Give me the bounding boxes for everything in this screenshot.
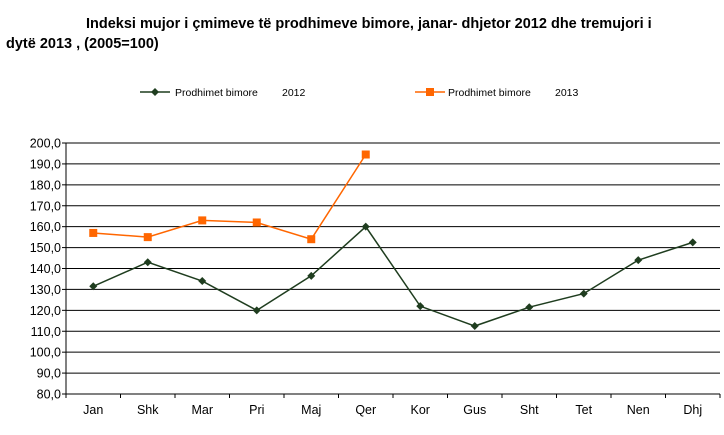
legend: Prodhimet bimore 2012 Prodhimet bimore 2013 xyxy=(140,87,579,99)
x-tick-label: Maj xyxy=(301,403,321,417)
data-point-2013 xyxy=(89,228,98,237)
x-tick-label: Tet xyxy=(575,403,592,417)
x-tick-label: Mar xyxy=(191,403,213,417)
series-2013 xyxy=(89,150,370,244)
y-tick-label: 170,0 xyxy=(30,199,61,213)
data-point-2013 xyxy=(198,216,207,225)
y-tick-label: 200,0 xyxy=(30,137,61,151)
data-point-2013 xyxy=(361,150,370,159)
y-tick-label: 150,0 xyxy=(30,241,61,255)
data-point-2012 xyxy=(470,322,479,331)
legend-label: Prodhimet bimore xyxy=(175,87,258,99)
axes xyxy=(65,143,720,395)
x-tick-label: Kor xyxy=(411,403,430,417)
y-tick-label: 190,0 xyxy=(30,157,61,171)
series-line-2012 xyxy=(92,225,693,327)
x-axis-ticks: Jan Shk Mar Pri Maj Qer Kor Gus Sht Tet Nen Dhj xyxy=(65,394,721,417)
legend-year: 2013 xyxy=(555,87,579,99)
series-2012 xyxy=(89,222,697,331)
data-point-2013 xyxy=(307,235,316,244)
data-point-2012 xyxy=(361,222,370,231)
y-tick-label: 90,0 xyxy=(37,367,61,381)
legend-item-2012: Prodhimet bimore 2012 xyxy=(140,87,306,99)
y-tick-label: 180,0 xyxy=(30,178,61,192)
series-line-2013 xyxy=(93,154,367,241)
y-tick-label: 80,0 xyxy=(37,388,61,402)
chart-title-line2: dytë 2013 , (2005=100) xyxy=(6,36,159,52)
x-tick-label: Dhj xyxy=(683,403,702,417)
chart-title-line1: Indeksi mujor i çmimeve të prodhimeve bi… xyxy=(86,16,652,32)
data-point-2012 xyxy=(252,306,261,315)
x-tick-label: Sht xyxy=(520,403,539,417)
legend-label: Prodhimet bimore xyxy=(448,87,531,99)
data-point-2012 xyxy=(579,289,588,298)
data-point-2012 xyxy=(688,238,697,247)
x-tick-label: Nen xyxy=(627,403,650,417)
series-layer xyxy=(89,150,697,331)
x-tick-label: Jan xyxy=(83,403,103,417)
legend-item-2013: Prodhimet bimore 2013 xyxy=(415,87,579,99)
x-tick-label: Shk xyxy=(137,403,159,417)
x-tick-label: Pri xyxy=(249,403,264,417)
data-point-2012 xyxy=(307,271,316,280)
y-tick-label: 140,0 xyxy=(30,262,61,276)
y-axis-ticks: 200,0 190,0 180,0 170,0 160,0 150,0 140,0 130,0… xyxy=(30,137,66,402)
data-point-2012 xyxy=(143,258,152,267)
data-point-2012 xyxy=(198,277,207,286)
x-tick-label: Qer xyxy=(355,403,376,417)
y-tick-label: 130,0 xyxy=(30,283,61,297)
legend-year: 2012 xyxy=(282,87,306,99)
y-tick-label: 120,0 xyxy=(30,304,61,318)
chart-title: Indeksi mujor i çmimeve të prodhimeve bi… xyxy=(6,14,722,54)
data-point-2012 xyxy=(634,256,643,265)
legend-marker xyxy=(426,88,434,96)
data-point-2013 xyxy=(252,218,261,227)
data-point-2012 xyxy=(525,303,534,312)
data-point-2012 xyxy=(89,282,98,291)
data-point-2013 xyxy=(143,233,152,242)
y-tick-label: 100,0 xyxy=(30,346,61,360)
y-tick-label: 110,0 xyxy=(31,325,61,339)
y-tick-label: 160,0 xyxy=(30,220,61,234)
x-tick-label: Gus xyxy=(463,403,486,417)
data-point-2012 xyxy=(416,302,425,311)
legend-marker xyxy=(151,88,159,96)
